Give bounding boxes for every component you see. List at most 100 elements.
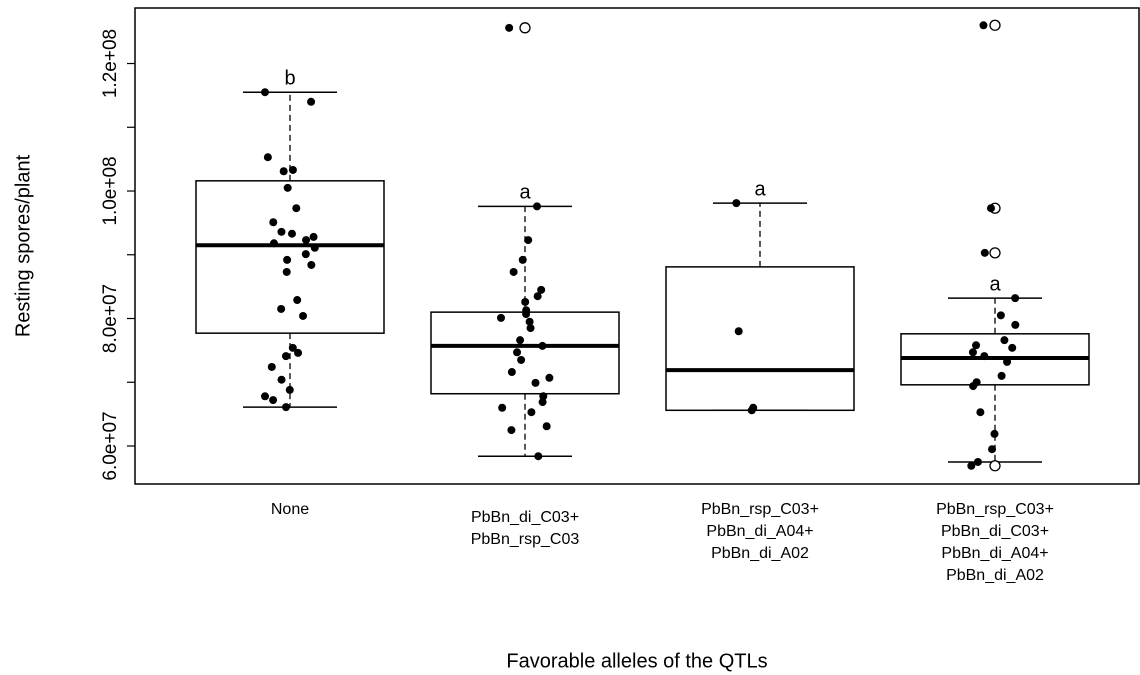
data-point: [1011, 320, 1020, 329]
outlier: [519, 22, 531, 34]
data-point: [292, 204, 301, 213]
data-point: [294, 348, 303, 357]
data-point: [538, 398, 547, 407]
outlier: [989, 247, 1001, 259]
data-point: [976, 408, 985, 417]
data-point: [990, 429, 999, 438]
x-tick-label: PbBn_di_A04+: [706, 523, 813, 540]
data-point: [285, 385, 294, 394]
data-point: [283, 255, 292, 264]
outlier: [989, 460, 1001, 472]
data-point: [277, 304, 286, 313]
data-point: [986, 204, 995, 213]
data-point: [269, 239, 278, 248]
data-point: [309, 232, 318, 241]
data-point: [301, 250, 310, 259]
data-point: [307, 97, 316, 106]
data-point: [533, 202, 542, 211]
data-point: [307, 260, 316, 269]
data-point: [302, 236, 311, 245]
y-axis-label: Resting spores/plant: [12, 154, 34, 337]
data-point: [521, 297, 530, 306]
data-point: [969, 382, 978, 391]
x-axis-label: Favorable alleles of the QTLs: [506, 650, 767, 672]
data-point: [282, 403, 291, 412]
data-point: [973, 457, 982, 466]
data-point: [531, 378, 540, 387]
x-tick-label: PbBn_rsp_C03: [471, 531, 580, 548]
data-point: [279, 167, 288, 176]
x-tick-label: PbBn_di_A02: [946, 567, 1044, 584]
data-point: [287, 229, 296, 238]
group-letter: a: [519, 182, 531, 204]
data-point: [513, 348, 522, 357]
data-point: [277, 227, 286, 236]
data-point: [1003, 357, 1012, 366]
data-point: [518, 255, 527, 264]
data-point: [988, 445, 997, 454]
group-letter: a: [754, 178, 766, 200]
data-point: [1000, 336, 1009, 345]
data-point: [277, 375, 286, 384]
data-point: [533, 292, 542, 301]
data-point: [732, 199, 741, 208]
data-point: [261, 88, 269, 97]
data-point: [968, 348, 977, 357]
data-point: [261, 392, 270, 401]
outlier: [989, 19, 1001, 31]
data-point: [996, 311, 1005, 320]
data-point: [269, 396, 278, 405]
data-point: [516, 336, 525, 345]
data-point: [269, 218, 278, 227]
data-point: [980, 248, 989, 257]
data-point: [498, 403, 507, 412]
data-point: [288, 165, 297, 174]
data-point: [997, 371, 1006, 380]
data-point: [507, 368, 516, 377]
data-point: [522, 310, 531, 319]
y-tick-label: 1.0e+08: [100, 156, 121, 225]
x-tick-label: PbBn_rsp_C03+: [936, 501, 1054, 518]
box: [195, 180, 385, 334]
data-point: [310, 243, 319, 252]
data-point: [288, 343, 297, 352]
data-point: [538, 341, 547, 350]
data-point: [747, 406, 756, 415]
box: [665, 266, 855, 412]
x-tick-label: PbBn_di_C03+: [471, 509, 579, 526]
data-point: [1011, 294, 1020, 303]
data-point: [545, 373, 554, 382]
data-point: [517, 355, 526, 364]
data-point: [507, 426, 516, 435]
data-point: [283, 183, 292, 192]
data-point: [299, 311, 308, 320]
data-point: [282, 267, 291, 276]
x-tick-label: PbBn_rsp_C03+: [701, 501, 819, 518]
data-point: [537, 285, 546, 294]
data-point: [1008, 343, 1017, 352]
y-tick-label: 6.0e+07: [100, 411, 121, 480]
data-point: [525, 317, 534, 326]
x-tick-label: PbBn_di_A02: [711, 545, 809, 562]
data-point: [524, 236, 533, 245]
data-point: [505, 23, 514, 32]
data-point: [980, 352, 989, 361]
plot-frame: [134, 7, 1140, 485]
data-point: [534, 452, 543, 461]
data-point: [527, 408, 536, 417]
x-tick-label: PbBn_di_C03+: [941, 523, 1049, 540]
box: [430, 311, 620, 395]
data-point: [542, 422, 551, 431]
data-point: [526, 324, 535, 333]
data-point: [979, 21, 988, 30]
y-tick-label: 1.2e+08: [100, 29, 121, 98]
data-point: [267, 362, 276, 371]
x-tick-label: None: [271, 501, 309, 518]
data-point: [281, 352, 290, 361]
data-point: [293, 296, 302, 305]
y-tick-label: 8.0e+07: [100, 284, 121, 353]
group-letter: b: [284, 67, 295, 89]
group-letter: a: [989, 273, 1001, 295]
data-point: [496, 313, 505, 322]
